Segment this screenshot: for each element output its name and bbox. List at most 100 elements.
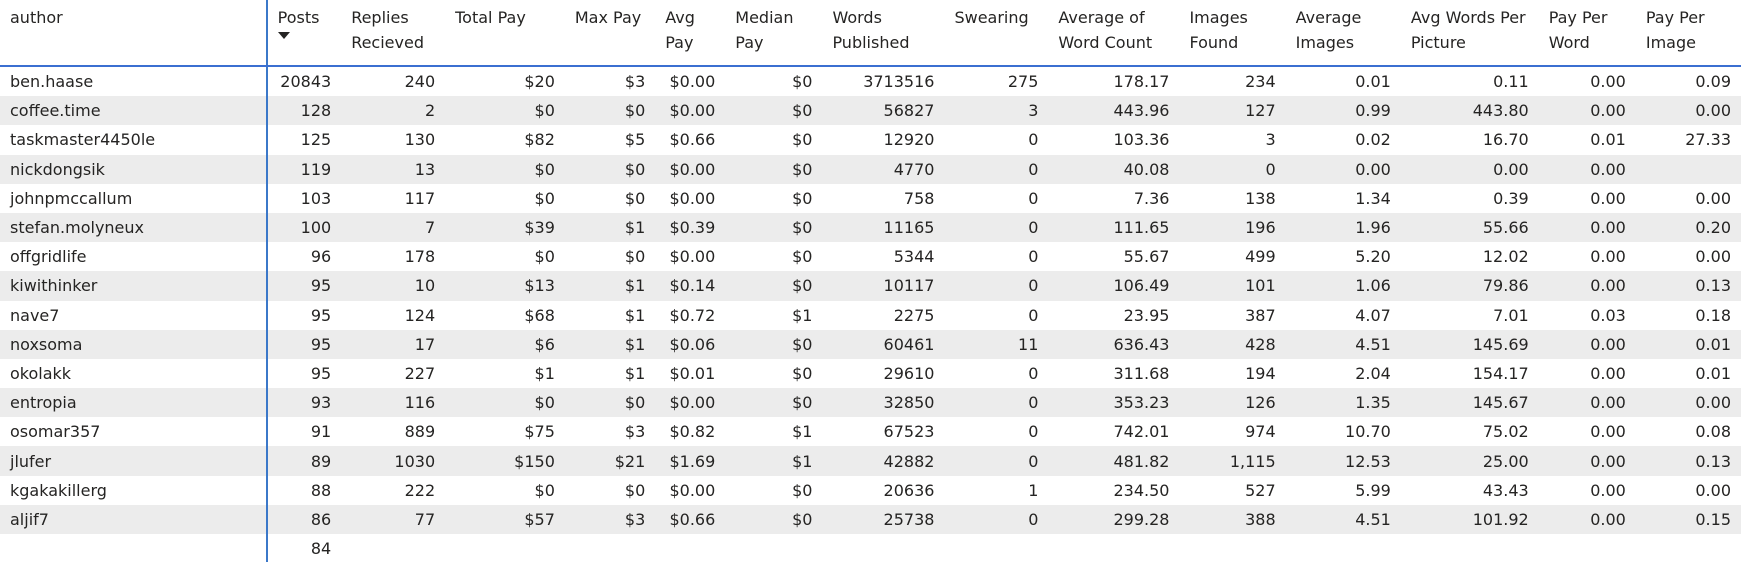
column-header-images-found[interactable]: Images Found [1179, 0, 1286, 67]
cell-pay-per-word: 0.00 [1590, 480, 1626, 500]
cell-avg-images: 0.01 [1355, 72, 1391, 92]
cell-pay-per-image: 0.00 [1695, 188, 1731, 208]
cell-avg-images: 0.99 [1285, 96, 1401, 126]
table-row[interactable]: johnpmccallum 103 117 $0 $0 $0.00 $0 758 0 7.36 13… [0, 183, 1741, 213]
column-header-median-pay[interactable]: Median Pay [725, 0, 823, 67]
cell-max-pay: $1 [564, 212, 656, 243]
cell-total-pay: $39 [445, 212, 565, 243]
cell-pay-per-image: 0.00 [1635, 96, 1741, 126]
table-row[interactable]: offgridlife 96 178 $0 $0 $0.00 $0 5344 0 55.67 499… [0, 242, 1741, 272]
column-header-label: Avg Words Per Picture [1410, 8, 1526, 52]
cell-replies: 7 [341, 212, 446, 243]
cell-avg-word-count: 55.67 [1123, 247, 1170, 267]
cell-posts: 95 [310, 305, 332, 325]
cell-avg-images: 1.34 [1355, 188, 1391, 208]
column-header-total-pay[interactable]: Total Pay [445, 0, 565, 67]
cell-avg-pay: $0.00 [669, 188, 716, 208]
column-header-avg-images[interactable]: Average Images [1285, 0, 1401, 67]
cell-pay-per-word: 0.00 [1538, 154, 1636, 184]
table-row[interactable]: nickdongsik 119 13 $0 $0 $0.00 $0 4770 0 40.08 0 0.… [0, 154, 1741, 184]
table-row[interactable]: kiwithinker 95 10 $13 $1 $0.14 $0 10117 0 106.49 1… [0, 271, 1741, 301]
cell-posts: 96 [310, 247, 332, 267]
table-row[interactable]: 84 [0, 534, 1741, 562]
cell-max-pay: $1 [624, 363, 646, 383]
cell-avg-word-count: 299.28 [1048, 504, 1180, 534]
table-row[interactable]: entropia 93 116 $0 $0 $0.00 $0 32850 0 353.23 126 1… [0, 388, 1741, 418]
table-row[interactable]: taskmaster4450le 125 130 $82 $5 $0.66 $0 12920 0… [0, 125, 1741, 155]
table-row[interactable]: osomar357 91 889 $75 $3 $0.82 $1 67523 0 742.01 97… [0, 417, 1741, 447]
cell-posts: 89 [266, 446, 342, 476]
cell-max-pay: $0 [624, 480, 646, 500]
cell-median-pay: $0 [792, 480, 813, 500]
cell-replies: 17 [341, 329, 446, 359]
cell-swearing: 0 [1028, 130, 1039, 150]
column-header-swearing[interactable]: Swearing [944, 0, 1049, 67]
column-header-avg-word-count[interactable]: Average of Word Count [1048, 0, 1180, 67]
cell-swearing: 11 [944, 329, 1049, 359]
cell-images-found [1179, 534, 1285, 562]
cell-pay-per-word: 0.00 [1590, 72, 1626, 92]
column-header-replies[interactable]: Replies Recieved [341, 0, 446, 67]
cell-replies: 124 [404, 305, 436, 325]
cell-avg-images: 10.70 [1345, 422, 1391, 442]
cell-images-found: 388 [1179, 504, 1286, 534]
cell-max-pay: $0 [624, 247, 646, 267]
column-header-avg-words-per-picture[interactable]: Avg Words Per Picture [1400, 0, 1539, 67]
column-header-avg-pay[interactable]: Avg Pay [655, 0, 726, 67]
table-row[interactable]: ben.haase 20843 240 $20 $3 $0.00 $0 3713516 275 1… [0, 66, 1741, 97]
table-row[interactable]: okolakk 95 227 $1 $1 $0.01 $0 29610 0 311.68 194 2.… [0, 358, 1741, 389]
cell-author: noxsoma [0, 329, 268, 359]
column-header-max-pay[interactable]: Max Pay [564, 0, 656, 67]
sort-descending-icon[interactable] [277, 32, 290, 39]
column-header-posts[interactable]: Posts [266, 0, 342, 67]
table-row[interactable]: jlufer 89 1030 $150 $21 $1.69 $1 42882 0 481.82 1,… [0, 446, 1741, 476]
column-header-pay-per-image[interactable]: Pay Per Image [1635, 0, 1741, 67]
table-row[interactable]: kgakakillerg 88 222 $0 $0 $0.00 $0 20636 1 234.50… [0, 475, 1741, 505]
cell-total-pay: $0 [445, 96, 565, 126]
cell-avg-images [1286, 534, 1401, 562]
cell-max-pay: $0 [564, 96, 656, 126]
cell-total-pay: $75 [524, 422, 555, 442]
cell-avg-pay: $0.00 [669, 72, 716, 92]
cell-swearing: 275 [1007, 72, 1039, 92]
cell-words: 12920 [883, 130, 935, 150]
table-row[interactable]: noxsoma 95 17 $6 $1 $0.06 $0 60461 11 636.43 428 4.… [0, 329, 1741, 359]
cell-replies: 13 [341, 154, 446, 184]
table-row[interactable]: aljif7 86 77 $57 $3 $0.66 $0 25738 0 299.28 388 4.5… [0, 504, 1741, 534]
cell-max-pay: $21 [564, 446, 656, 476]
table-row[interactable]: nave7 95 124 $68 $1 $0.72 $1 2275 0 23.95 387 4.07 7… [0, 300, 1741, 330]
column-header-pay-per-word[interactable]: Pay Per Word [1538, 0, 1636, 67]
cell-avg-images: 1.35 [1285, 388, 1401, 418]
cell-total-pay: $20 [524, 72, 555, 92]
cell-avg-pay: $0.82 [669, 422, 716, 442]
cell-pay-per-word: 0.01 [1590, 130, 1626, 150]
column-header-words[interactable]: Words Published [822, 0, 945, 67]
table-row[interactable]: stefan.molyneux 100 7 $39 $1 $0.39 $0 11165 0 111… [0, 212, 1741, 243]
cell-total-pay: $82 [524, 130, 555, 150]
column-header-label: Pay Per Image [1645, 8, 1705, 52]
cell-posts: 93 [266, 388, 342, 418]
cell-avg-words-per-picture [1401, 534, 1539, 562]
cell-total-pay: $6 [445, 329, 565, 359]
cell-max-pay: $1 [624, 305, 646, 325]
column-header-author[interactable]: author [0, 0, 268, 67]
cell-median-pay: $0 [792, 72, 813, 92]
cell-author: kgakakillerg [0, 475, 268, 505]
cell-avg-words-per-picture: 75.02 [1482, 422, 1529, 442]
cell-pay-per-image: 0.08 [1695, 422, 1731, 442]
cell-max-pay: $0 [624, 188, 646, 208]
cell-author: taskmaster4450le [0, 125, 268, 155]
cell-words: 10117 [822, 271, 945, 301]
cell-posts: 103 [300, 188, 332, 208]
cell-replies: 227 [404, 363, 436, 383]
cell-avg-words-per-picture: 154.17 [1472, 363, 1529, 383]
cell-pay-per-image: 0.15 [1635, 504, 1741, 534]
cell-avg-words-per-picture: 43.43 [1482, 480, 1529, 500]
cell-avg-pay: $0.00 [655, 96, 726, 126]
cell-avg-pay: $0.01 [669, 363, 716, 383]
cell-avg-words-per-picture: 7.01 [1493, 305, 1529, 325]
cell-words: 11165 [822, 212, 945, 243]
cell-avg-images: 12.53 [1285, 446, 1401, 476]
table-row[interactable]: coffee.time 128 2 $0 $0 $0.00 $0 56827 3 443.96 12… [0, 96, 1741, 126]
